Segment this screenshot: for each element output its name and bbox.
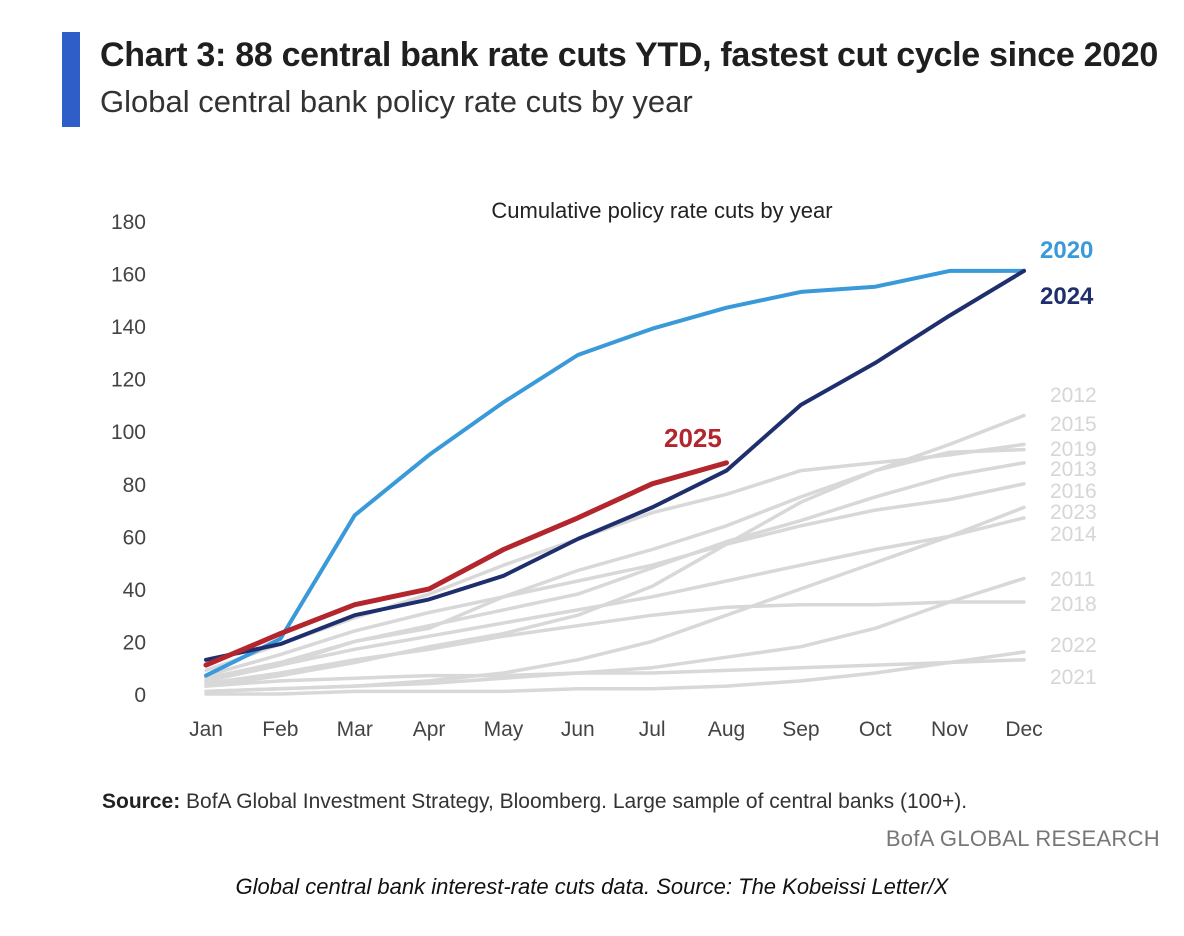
chart-title: Chart 3: 88 central bank rate cuts YTD, … <box>100 36 1159 74</box>
title-accent-bar <box>62 32 80 127</box>
series-label-2012: 2012 <box>1050 384 1097 407</box>
series-label-2023: 2023 <box>1050 501 1097 524</box>
x-tick-label: Oct <box>859 718 892 741</box>
series-line-2025 <box>203 460 729 668</box>
x-axis: Jan Feb Mar Apr May Jun Jul Aug Sep Oct Nov Dec <box>189 718 1043 741</box>
series-label-2019: 2019 <box>1050 438 1097 461</box>
y-tick-label: 0 <box>134 684 146 707</box>
series-line-2015 <box>204 442 1026 673</box>
x-tick-label: Jun <box>561 718 595 741</box>
y-tick-label: 180 <box>111 211 146 234</box>
y-tick-label: 40 <box>123 579 146 602</box>
background-series-lines <box>204 413 1026 696</box>
y-tick-label: 20 <box>123 631 146 654</box>
series-label-2024: 2024 <box>1040 283 1094 310</box>
y-tick-label: 100 <box>111 421 146 444</box>
series-label-2022: 2022 <box>1050 634 1097 657</box>
source-text: BofA Global Investment Strategy, Bloombe… <box>180 790 968 813</box>
series-line-2020 <box>204 268 1026 678</box>
highlight-series-lines <box>203 268 1026 678</box>
source-label: Source: <box>102 790 181 813</box>
series-label-2021: 2021 <box>1050 666 1097 689</box>
y-tick-label: 120 <box>111 369 146 392</box>
source-note: Source: BofA Global Investment Strategy,… <box>102 790 967 814</box>
x-tick-label: Nov <box>931 718 969 741</box>
x-tick-label: Dec <box>1005 718 1042 741</box>
x-tick-label: Jul <box>639 718 666 741</box>
y-tick-label: 140 <box>111 316 146 339</box>
plot-title: Cumulative policy rate cuts by year <box>491 198 832 223</box>
x-tick-label: May <box>484 718 524 741</box>
series-line-2021 <box>204 658 1026 688</box>
image-caption: Global central bank interest-rate cuts d… <box>235 874 949 899</box>
x-tick-label: Aug <box>708 718 745 741</box>
series-label-2020: 2020 <box>1040 237 1093 264</box>
y-tick-label: 60 <box>123 526 146 549</box>
series-label-2018: 2018 <box>1050 593 1097 616</box>
series-line-2014 <box>204 516 1026 683</box>
chart-subtitle: Global central bank policy rate cuts by … <box>100 84 693 119</box>
rate-cuts-line-chart: Cumulative policy rate cuts by year 0 20 4… <box>111 198 1097 741</box>
x-tick-label: Jan <box>189 718 223 741</box>
y-tick-label: 160 <box>111 264 146 287</box>
x-tick-label: Feb <box>262 718 298 741</box>
series-label-2025: 2025 <box>664 423 722 453</box>
series-line-2013 <box>204 461 1026 680</box>
y-axis: 0 20 40 60 80 100 120 140 160 180 <box>111 211 146 707</box>
series-label-2014: 2014 <box>1050 523 1097 546</box>
series-label-2011: 2011 <box>1050 568 1095 591</box>
series-label-2013: 2013 <box>1050 458 1097 481</box>
series-line-2018 <box>204 600 1026 686</box>
series-line-2024 <box>204 268 1026 662</box>
x-tick-label: Mar <box>337 718 373 741</box>
series-label-2016: 2016 <box>1050 480 1097 503</box>
series-line-2011 <box>204 576 1026 694</box>
x-tick-label: Apr <box>413 718 446 741</box>
brand-label: BofA GLOBAL RESEARCH <box>885 826 1160 851</box>
series-label-2015: 2015 <box>1050 413 1097 436</box>
y-tick-label: 80 <box>123 474 146 497</box>
x-tick-label: Sep <box>782 718 819 741</box>
series-line-2022 <box>204 650 1026 696</box>
series-line-2016 <box>204 482 1026 678</box>
series-line-2012 <box>204 413 1026 683</box>
series-line-2019 <box>204 447 1026 688</box>
highlight-series-labels: 2020 2024 2025 <box>664 237 1094 453</box>
